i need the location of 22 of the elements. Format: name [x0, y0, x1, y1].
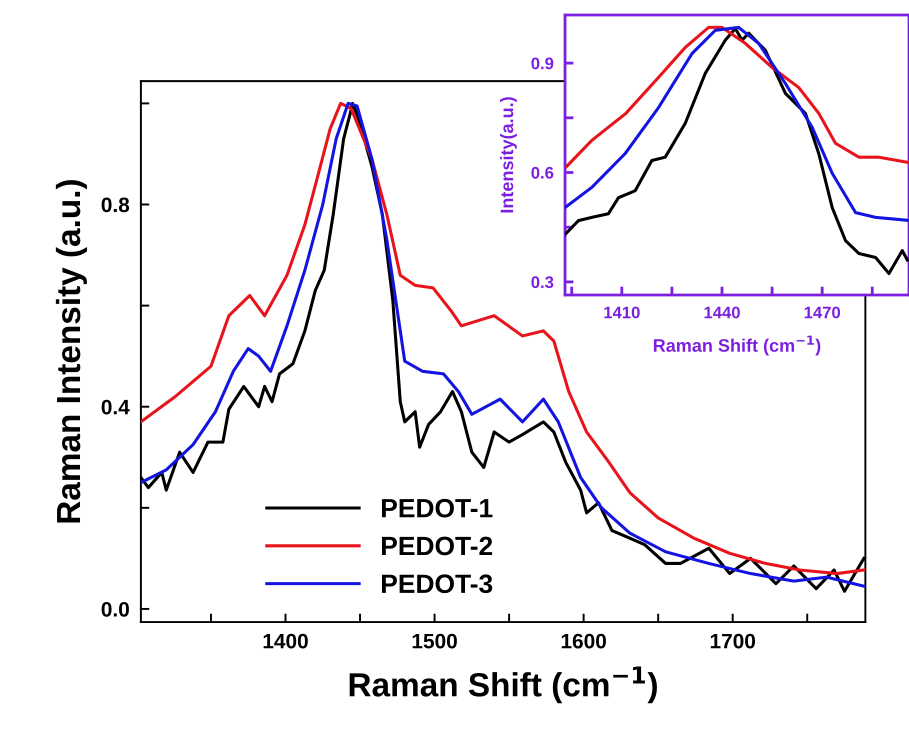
- legend-label: PEDOT-2: [382, 536, 492, 556]
- y-tick-label: 0.4: [102, 400, 130, 414]
- y-tick-label: 0.0: [102, 602, 129, 617]
- x-tick-label: 1700: [710, 634, 756, 648]
- x-axis-title: Raman Shift (cm$^{−1}$): [654, 336, 820, 356]
- x-tick-label: 1410: [604, 306, 640, 318]
- x-tick-label: 1440: [704, 306, 740, 318]
- y-tick-label: 0.8: [102, 197, 130, 212]
- y-axis-title: Raman Intensity (a.u.): [56, 180, 87, 523]
- legend-label: PEDOT-3: [382, 574, 492, 594]
- legend-label: PEDOT-1: [382, 498, 492, 518]
- x-tick-label: 1470: [804, 306, 840, 318]
- line-series: [565, 26, 909, 169]
- y-axis-title: Intensity(a.u.): [500, 97, 517, 212]
- x-tick-label: 1600: [562, 634, 606, 648]
- x-tick-label: 1400: [264, 634, 308, 648]
- y-tick-label: 0.9: [531, 58, 554, 70]
- y-tick-label: 0.3: [531, 276, 554, 288]
- x-tick-label: 1500: [412, 634, 457, 648]
- y-tick-label: 0.6: [531, 166, 554, 179]
- line-series: [565, 26, 909, 222]
- x-axis-title: Raman Shift (cm$^{−1}$): [350, 666, 657, 704]
